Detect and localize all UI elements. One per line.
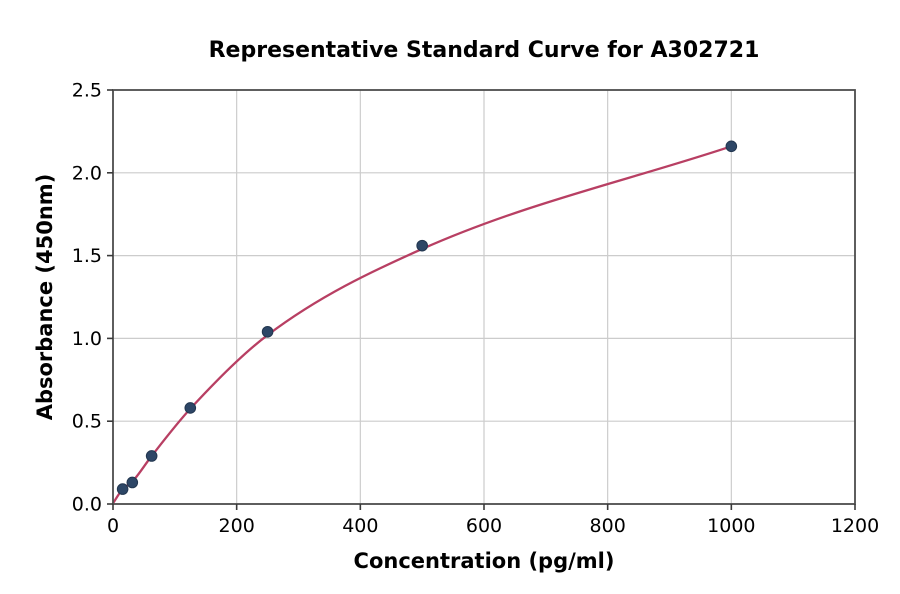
y-tick-label: 1.5 bbox=[72, 245, 102, 267]
y-axis-ticks: 0.0 0.5 1.0 1.5 2.0 2.5 bbox=[72, 80, 113, 516]
data-point-marker bbox=[416, 239, 428, 252]
data-points bbox=[116, 140, 738, 495]
y-tick-label: 0.0 bbox=[72, 494, 102, 516]
data-point-marker bbox=[725, 140, 738, 153]
chart-title: Representative Standard Curve for A30272… bbox=[209, 38, 760, 63]
y-tick-label: 1.0 bbox=[72, 328, 102, 350]
data-point-marker bbox=[116, 483, 129, 495]
y-tick-label: 0.5 bbox=[72, 411, 102, 433]
data-point-marker bbox=[261, 325, 274, 338]
gridlines bbox=[113, 90, 855, 504]
x-tick-label: 800 bbox=[590, 515, 626, 537]
x-tick-label: 200 bbox=[219, 515, 255, 537]
data-point-marker bbox=[126, 476, 139, 489]
data-point-marker bbox=[184, 402, 197, 414]
y-tick-label: 2.5 bbox=[72, 80, 102, 102]
x-axis-ticks: 0 200 400 600 800 1000 1200 bbox=[107, 504, 879, 537]
series-layer bbox=[112, 140, 738, 504]
y-tick-label: 2.0 bbox=[72, 162, 102, 184]
data-point-marker bbox=[145, 450, 158, 462]
x-axis-label: Concentration (pg/ml) bbox=[354, 549, 615, 573]
y-axis-label: Absorbance (450nm) bbox=[33, 174, 57, 421]
x-tick-label: 1000 bbox=[707, 515, 755, 537]
x-tick-label: 400 bbox=[342, 515, 378, 537]
x-tick-label: 1200 bbox=[831, 515, 879, 537]
x-tick-label: 600 bbox=[466, 515, 502, 537]
x-tick-label: 0 bbox=[107, 515, 119, 537]
